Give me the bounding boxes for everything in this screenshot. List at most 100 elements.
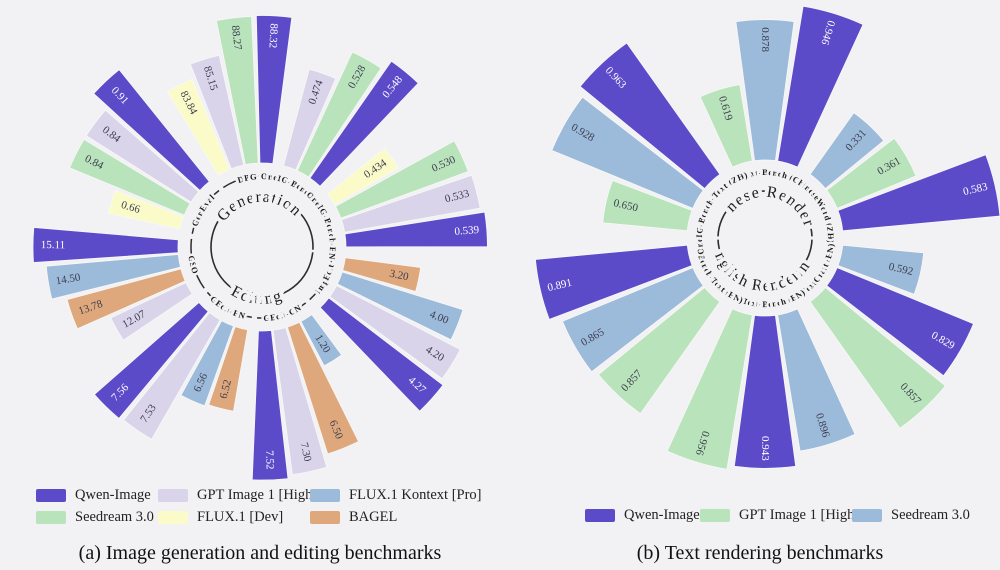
legend-label: FLUX.1 [Dev] xyxy=(197,509,284,525)
legend-swatch xyxy=(700,509,730,522)
bar-GEdit-EN-BAGEL xyxy=(208,326,249,412)
legend-swatch xyxy=(310,489,340,502)
legend-label: BAGEL xyxy=(349,509,398,525)
bar-GEdit-CN-FLUX.1 Kontext [Pro] xyxy=(300,314,343,367)
benchmark-arc xyxy=(698,241,729,294)
bar-GenEval-FLUX.1 [Dev] xyxy=(107,189,185,230)
bar-OneIG-Bench-Text (EN)-GPT Image 1 [High] xyxy=(597,286,721,415)
legend-b-item-1: GPT Image 1 [High] xyxy=(700,507,859,524)
benchmark-label: ImgEdit xyxy=(313,263,336,296)
legend-label: GPT Image 1 [High] xyxy=(197,487,318,503)
legend-a-item-5: BAGEL xyxy=(310,509,510,526)
bar-value-label: 88.32 xyxy=(266,23,279,48)
bar-ImgEdit-GPT Image 1 [High] xyxy=(329,285,461,380)
legend-text-rendering: Qwen-Image GPT Image 1 [High] Seedream 3.0 xyxy=(585,507,1000,524)
legend-label: Seedream 3.0 xyxy=(891,507,970,523)
bar-GenEval-Seedream 3.0 xyxy=(69,138,191,216)
bar-OneIG-Bench-Text (EN)-Seedream 3.0 xyxy=(561,267,704,373)
bar-value-label: 0.66 xyxy=(120,199,142,216)
section-arc xyxy=(717,239,813,286)
bar-value-label: 88.27 xyxy=(229,25,244,52)
bar-LongText-Bench (ZH)-Seedream 3.0 xyxy=(735,19,795,162)
bar-TextCraft (EN)-Qwen-Image xyxy=(826,267,975,377)
legend-label: Qwen-Image xyxy=(75,487,151,503)
legend-a-item-1: GPT Image 1 [High] xyxy=(158,487,317,504)
bar-GEdit-CN-BAGEL xyxy=(286,321,360,455)
benchmark-arc xyxy=(206,291,252,319)
bar-LongText-Bench (EN)-Qwen-Image xyxy=(733,314,797,469)
section-arc xyxy=(210,195,314,250)
legend-b-item-0: Qwen-Image xyxy=(585,507,700,524)
bar-GEdit-CN-Qwen-Image xyxy=(251,330,289,481)
benchmark-arc xyxy=(735,171,795,180)
bar-DPG-FLUX.1 [Dev] xyxy=(166,78,231,176)
bar-DPG-Qwen-Image xyxy=(255,15,293,165)
bar-DPG-GPT Image 1 [High] xyxy=(189,54,245,170)
bar-OneIG-Bench-ZH-GPT Image 1 [High] xyxy=(283,68,337,171)
section-arc xyxy=(210,238,314,299)
bar-value-label: 7.52 xyxy=(263,450,276,470)
bar-OneIG-Bench-EN-Qwen-Image xyxy=(344,211,488,248)
legend-label: Seedream 3.0 xyxy=(75,509,154,525)
bar-value-label: 3.20 xyxy=(388,268,410,284)
bar-GenEval-Qwen-Image xyxy=(93,69,210,191)
legend-label: Qwen-Image xyxy=(624,507,700,523)
legend-swatch xyxy=(36,489,66,502)
benchmark-arc xyxy=(278,177,313,198)
bar-GEdit-EN-GPT Image 1 [High] xyxy=(123,312,221,440)
legend-a-item-3: Seedream 3.0 xyxy=(36,509,158,526)
bar-GEdit-EN-Qwen-Image xyxy=(93,301,209,419)
bar-OneIG-Bench-EN-FLUX.1 [Dev] xyxy=(326,147,399,206)
benchmark-arc xyxy=(222,175,274,189)
bar-ChineseWord (ZH)-GPT Image 1 [High] xyxy=(826,137,917,209)
bar-OneIG-Bench-Text (ZH)-GPT Image 1 [High] xyxy=(602,179,693,232)
bar-LongText-Bench (EN)-Seedream 3.0 xyxy=(777,308,856,452)
benchmark-arc xyxy=(256,302,307,319)
bar-value-label: 6.52 xyxy=(218,378,234,400)
benchmark-arc xyxy=(191,189,220,234)
bar-OneIG-Bench-ZH-Qwen-Image xyxy=(309,60,419,187)
bar-GSO-BAGEL xyxy=(66,268,186,330)
bar-LongText-Bench (ZH)-GPT Image 1 [High] xyxy=(699,84,753,168)
caption-b: (b) Text rendering benchmarks xyxy=(636,542,884,564)
legend-swatch xyxy=(158,511,188,524)
bar-GEdit-CN-GPT Image 1 [High] xyxy=(272,327,328,476)
legend-generation-editing: Qwen-Image GPT Image 1 [High] FLUX.1 Konte… xyxy=(36,487,510,526)
section-title: Editing xyxy=(228,283,284,308)
bar-OneIG-Bench-ZH-Seedream 3.0 xyxy=(296,51,382,178)
bar-OneIG-Bench-EN-GPT Image 1 [High] xyxy=(340,174,481,233)
bar-ImgEdit-BAGEL xyxy=(342,257,422,292)
benchmark-arc xyxy=(309,254,334,301)
bar-value-label: 14.50 xyxy=(55,271,82,287)
bar-GSO-GPT Image 1 [High] xyxy=(110,282,193,341)
bar-value-label: 0.878 xyxy=(759,27,771,52)
benchmark-arc xyxy=(801,182,832,235)
benchmark-arc xyxy=(735,296,795,305)
legend-a-item-4: FLUX.1 [Dev] xyxy=(158,509,310,526)
bar-ChineseWord (ZH)-Seedream 3.0 xyxy=(809,112,885,190)
legend-swatch xyxy=(310,511,340,524)
legend-label: GPT Image 1 [High] xyxy=(739,507,860,523)
bar-OneIG-Bench-Text (EN)-Qwen-Image xyxy=(535,244,693,320)
section-title: Generation xyxy=(214,189,305,225)
bar-value-label: 7.30 xyxy=(298,441,314,463)
benchmark-label: DPG xyxy=(236,171,257,185)
benchmark-arc xyxy=(698,182,729,235)
bar-GSO-Qwen-Image xyxy=(32,227,179,264)
bar-OneIG-Bench-Text (ZH)-Qwen-Image xyxy=(579,42,721,190)
bar-LongText-Bench (EN)-GPT Image 1 [High] xyxy=(666,308,753,470)
bar-value-label: 0.539 xyxy=(454,224,480,238)
bar-TextCraft (EN)-GPT Image 1 [High] xyxy=(809,286,946,429)
bar-value-label: 0.891 xyxy=(546,277,573,294)
bar-LongText-Bench (ZH)-Qwen-Image xyxy=(777,5,864,168)
caption-a: (a) Image generation and editing benchma… xyxy=(78,542,442,564)
legend-swatch xyxy=(158,489,188,502)
benchmark-arc xyxy=(190,238,205,289)
bar-value-label: 15.11 xyxy=(41,239,65,251)
bar-value-label: 0.650 xyxy=(612,197,639,214)
bar-value-label: 0.583 xyxy=(962,181,989,198)
legend-b-item-2: Seedream 3.0 xyxy=(852,507,1000,524)
legend-a-item-0: Qwen-Image xyxy=(36,487,158,504)
